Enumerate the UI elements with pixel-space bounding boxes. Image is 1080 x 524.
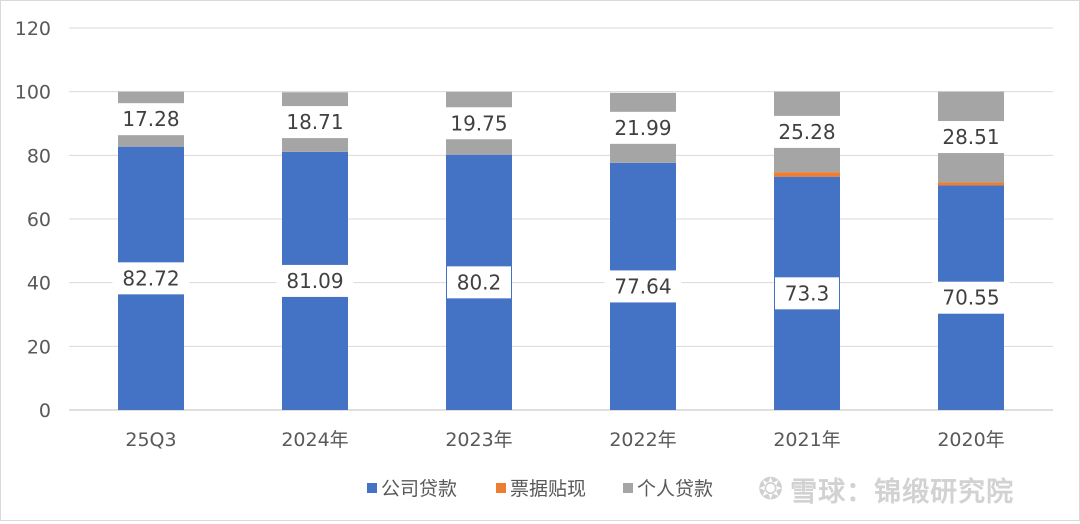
bar-segment [938,182,1004,186]
bars [118,91,1004,410]
data-label: 18.71 [286,110,343,134]
y-axis: 0 20 40 60 80 100 120 [15,18,51,422]
data-label: 21.99 [614,116,671,140]
data-label-box [604,111,682,144]
data-label-box [604,270,682,303]
data-label-box [276,106,354,139]
data-label: 81.09 [286,269,343,293]
data-label: 80.2 [457,270,502,294]
legend: 公司贷款 票据贴现 个人贷款 [367,478,713,500]
x-tick-label: 25Q3 [125,429,176,451]
data-label: 73.3 [785,281,830,305]
legend-swatch [496,483,506,493]
gridlines [69,27,1053,411]
data-label: 28.51 [942,125,999,149]
data-label-box [440,107,518,140]
data-label-box [112,262,190,295]
legend-label: 票据贴现 [510,478,586,500]
legend-label: 公司贷款 [381,478,457,500]
legend-swatch [623,483,633,493]
y-tick-label: 120 [15,18,51,40]
y-tick-label: 60 [27,209,51,231]
x-tick-label: 2021年 [773,429,840,451]
x-tick-label: 2020年 [937,429,1004,451]
x-axis: 25Q3 2024年 2023年 2022年 2021年 2020年 [125,429,1004,451]
data-label: 77.64 [614,274,671,298]
watermark: ❂ 雪球：锦缎研究院 [758,469,1014,509]
y-tick-label: 80 [27,145,51,167]
data-label: 82.72 [122,266,179,290]
y-tick-label: 0 [39,400,51,422]
data-label: 19.75 [450,111,507,135]
data-label-box [276,264,354,297]
data-label-box [447,266,511,299]
snowball-logo-icon: ❂ [758,471,785,507]
watermark-text: 雪球：锦缎研究院 [790,476,1015,508]
data-label: 25.28 [778,120,835,144]
legend-swatch [367,483,377,493]
bar-segment [774,172,840,177]
x-tick-label: 2022年 [609,429,676,451]
y-tick-label: 40 [27,273,51,295]
data-label-box [775,277,839,310]
data-label-box [768,115,846,148]
data-label: 70.55 [942,286,999,310]
data-label-box [932,121,1010,154]
y-tick-label: 100 [15,82,51,104]
y-tick-label: 20 [27,336,51,358]
data-label: 17.28 [122,107,179,131]
data-label-box [932,281,1010,314]
x-tick-label: 2024年 [281,429,348,451]
legend-label: 个人贷款 [637,478,713,500]
data-label-box [112,103,190,136]
data-labels: 82.72 17.28 81.09 18.71 80.2 19.75 77.64 21.99 7… [112,103,1010,314]
x-tick-label: 2023年 [445,429,512,451]
